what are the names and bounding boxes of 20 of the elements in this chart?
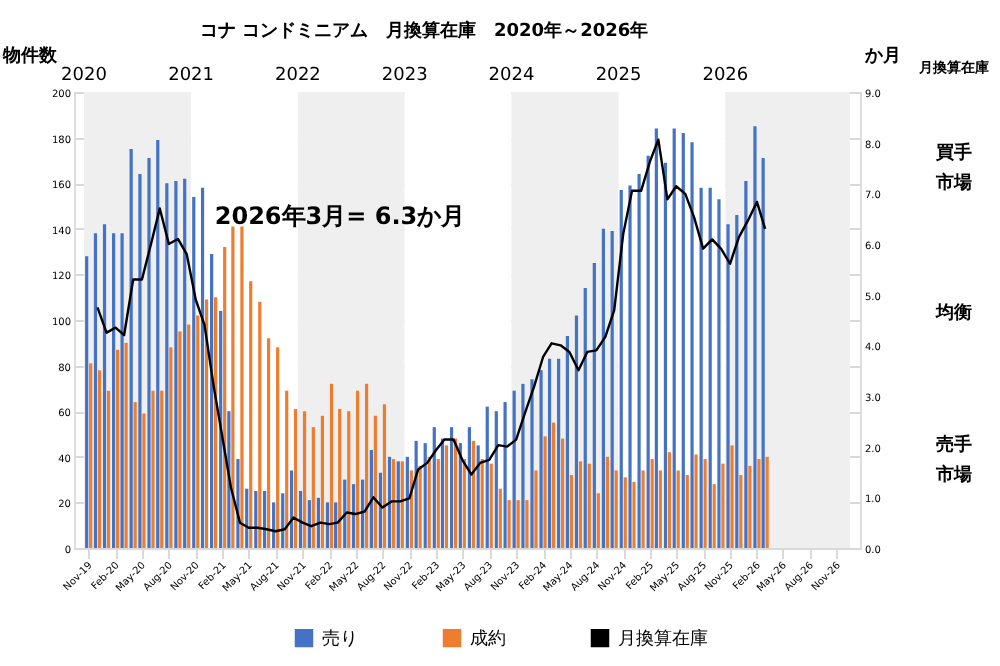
legend-label: 売り [322, 628, 358, 651]
y2-axis-title: か月 [863, 45, 901, 67]
band-label: 2021 [168, 66, 214, 86]
text: 市場 [934, 464, 972, 486]
y-axis-title: 物件数 [1, 45, 59, 67]
band-label: 2026 [702, 66, 749, 86]
text: 市場 [934, 172, 972, 194]
legend-label: 成約 [470, 628, 506, 651]
text: 売手 [936, 434, 972, 456]
line-series [96, 138, 767, 533]
band-label: 2020 [61, 66, 108, 86]
band-label: 2023 [381, 66, 428, 86]
text: 均衡 [934, 302, 972, 324]
band-label: 2022 [274, 66, 321, 86]
chart-title: コナ コンドミニアム 月換算在庫 2020年～2026年 [199, 20, 649, 42]
annotation: 2026年3月= 6.3か月 [214, 202, 466, 230]
text: 買手 [934, 142, 972, 164]
band-label: 2024 [488, 66, 535, 86]
legend-label: 月換算在庫 [618, 628, 708, 651]
band-label: 2025 [595, 66, 642, 86]
